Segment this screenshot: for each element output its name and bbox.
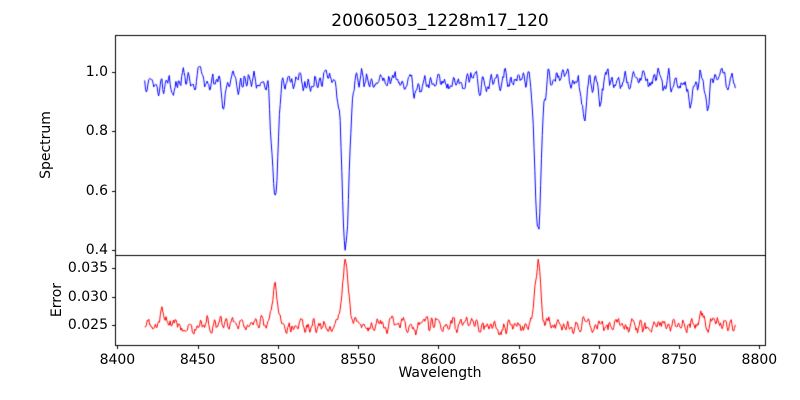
x-tick-label: 8700 <box>581 352 617 368</box>
x-tick-label: 8800 <box>741 352 778 368</box>
y-tick-label: 0.030 <box>67 288 108 305</box>
x-tick-label: 8450 <box>179 352 216 368</box>
y-tick-label: 0.8 <box>85 123 108 140</box>
x-tick-label: 8500 <box>260 352 296 368</box>
y-tick-label: 0.025 <box>67 317 108 334</box>
x-tick-label: 8750 <box>661 352 697 368</box>
x-tick-label: 8650 <box>500 352 537 368</box>
error-y-axis-label: Error <box>49 282 65 318</box>
x-tick-label: 8400 <box>99 352 136 368</box>
spectrum-y-axis-label: Spectrum <box>38 111 54 179</box>
y-tick-label: 0.4 <box>85 241 108 258</box>
y-tick-label: 0.035 <box>67 260 108 277</box>
y-tick-label: 0.6 <box>85 182 108 199</box>
x-axis-label: Wavelength <box>398 365 482 381</box>
y-tick-label: 1.0 <box>85 64 108 81</box>
x-tick-label: 8600 <box>420 352 457 368</box>
chart-title: 20060503_1228m17_120 <box>331 11 549 31</box>
x-tick-label: 8550 <box>340 352 376 368</box>
